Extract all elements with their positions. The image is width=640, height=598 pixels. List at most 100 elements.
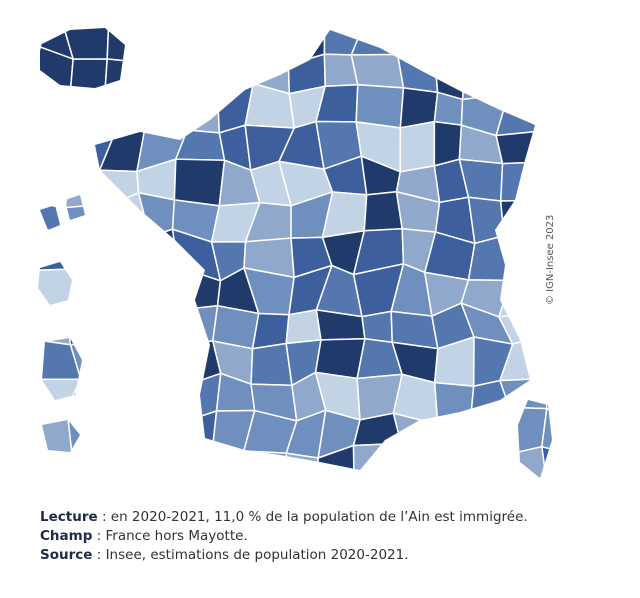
department <box>138 385 190 422</box>
department <box>38 338 42 381</box>
department <box>111 418 151 462</box>
department <box>65 267 110 315</box>
department <box>106 28 143 63</box>
department <box>62 202 115 244</box>
department <box>171 304 219 345</box>
department <box>106 459 143 478</box>
department <box>571 158 611 207</box>
department <box>499 199 547 237</box>
department <box>536 54 552 101</box>
department <box>543 488 574 500</box>
department <box>573 311 621 346</box>
department <box>102 308 138 349</box>
department <box>536 156 552 209</box>
department <box>388 490 427 500</box>
department <box>285 452 319 478</box>
department <box>350 28 403 56</box>
department <box>350 53 405 89</box>
department <box>611 160 640 203</box>
department <box>461 49 512 101</box>
department <box>317 479 360 500</box>
copyright: © IGN-Insee 2023 <box>545 215 556 305</box>
department <box>572 409 617 455</box>
department <box>38 304 72 346</box>
department <box>467 196 505 245</box>
department <box>174 129 226 162</box>
department <box>36 494 80 500</box>
department <box>216 53 254 90</box>
department <box>104 58 154 101</box>
department <box>137 457 181 478</box>
department <box>175 409 218 459</box>
department <box>136 343 183 390</box>
department <box>576 85 611 128</box>
department <box>508 28 540 56</box>
department <box>433 46 468 101</box>
department <box>178 28 222 58</box>
department <box>571 488 611 500</box>
department <box>250 342 293 387</box>
department <box>71 458 118 478</box>
department <box>63 28 110 60</box>
note-text: : Insee, estimations de population 2020-… <box>96 547 409 563</box>
note: Champ : France hors Mayotte. <box>40 527 528 546</box>
department <box>38 378 83 414</box>
department <box>0 410 32 459</box>
department <box>571 446 611 490</box>
department <box>573 231 619 276</box>
department <box>134 308 183 349</box>
department <box>496 445 550 478</box>
department <box>352 442 403 478</box>
department <box>211 481 245 500</box>
department <box>38 378 43 414</box>
department <box>498 377 548 410</box>
map: © IGN-Insee 2023 <box>0 17 640 500</box>
department <box>217 28 253 61</box>
department <box>38 442 40 478</box>
department <box>38 301 46 345</box>
department <box>38 267 81 313</box>
department <box>607 19 640 58</box>
department <box>139 28 187 63</box>
department <box>575 17 611 63</box>
department <box>137 419 190 462</box>
department <box>461 485 507 500</box>
department <box>497 270 544 318</box>
department <box>245 28 290 66</box>
department <box>102 270 151 315</box>
department <box>533 127 552 164</box>
department <box>618 267 640 311</box>
notes: Lecture : en 2020-2021, 11,0 % de la pop… <box>40 508 528 565</box>
department <box>573 340 616 376</box>
department <box>179 83 221 134</box>
note-label: Champ <box>40 528 93 544</box>
department <box>396 28 435 56</box>
department <box>424 490 463 500</box>
department <box>425 28 478 54</box>
department <box>38 406 74 460</box>
department <box>0 481 39 500</box>
department <box>502 234 547 282</box>
department <box>607 52 640 99</box>
department <box>38 45 42 93</box>
department <box>571 121 611 160</box>
department <box>38 263 46 307</box>
department <box>604 409 640 457</box>
department <box>68 58 108 102</box>
department <box>38 201 43 231</box>
department <box>38 167 43 204</box>
department <box>65 310 110 346</box>
department <box>287 483 320 500</box>
department <box>0 84 35 129</box>
department <box>38 123 43 170</box>
department <box>611 192 640 234</box>
department <box>495 130 539 165</box>
department <box>616 373 640 410</box>
department <box>605 340 640 386</box>
department <box>104 89 153 134</box>
department <box>611 121 640 165</box>
department <box>145 83 189 131</box>
department <box>108 483 146 500</box>
department <box>314 338 366 380</box>
